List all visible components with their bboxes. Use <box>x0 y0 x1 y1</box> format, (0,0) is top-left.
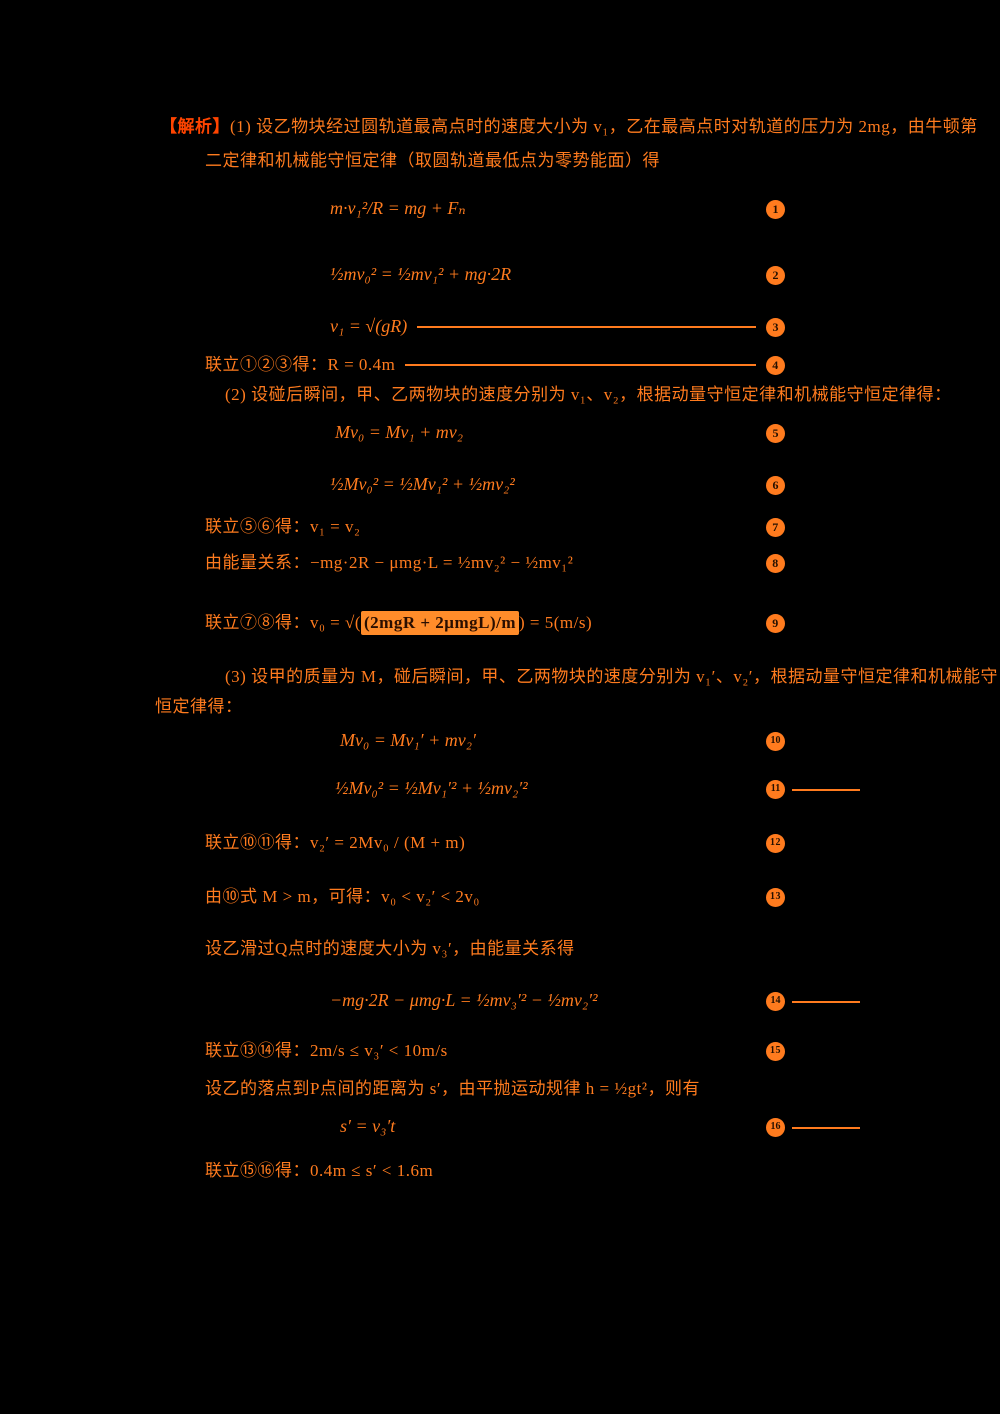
leader-rule <box>417 326 756 328</box>
text-part: 联立⑦⑧得：v₀ = √( <box>205 612 362 632</box>
text-part: 由能量关系：−mg·2R − μmg·L = ½mv₂² − ½mv₁² <box>205 552 574 572</box>
text-part: (1) 设乙物块经过圆轨道最高点时的速度大小为 v₁，乙在最高点时对轨道的压力为… <box>230 116 978 136</box>
equation-line: s′ = v₃′t 16 <box>0 1114 1000 1140</box>
trailing-rule <box>792 1001 860 1003</box>
paragraph-line: 设乙滑过Q点时的速度大小为 v₃′，由能量关系得 <box>0 936 1000 962</box>
text-part: Mv₀ = Mv₁ + mv₂ <box>335 422 464 443</box>
equation-number-badge: 12 <box>766 833 785 853</box>
equation-number-badge: 1 <box>766 199 785 219</box>
equation-number-badge: 6 <box>766 475 785 495</box>
text-part: v₁ = √(gR) <box>330 316 408 337</box>
text-part: 设乙的落点到P点间的距离为 s′，由平抛运动规律 h = ½gt²，则有 <box>205 1078 700 1098</box>
paragraph-line: (2) 设碰后瞬间，甲、乙两物块的速度分别为 v₁、v₂，根据动量守恒定律和机械… <box>0 382 1000 408</box>
equation-line: Mv₀ = Mv₁ + mv₂ 5 <box>0 420 1000 446</box>
equation-number-badge: 7 <box>766 517 785 537</box>
text-part: Mv₀ = Mv₁′ + mv₂′ <box>340 730 476 751</box>
result-line: 联立①②③得：R = 0.4m 4 <box>0 352 1000 378</box>
text-part: 联立⑮⑯得：0.4m ≤ s′ < 1.6m <box>205 1160 434 1180</box>
result-line: 联立⑤⑥得：v₁ = v₂ 7 <box>0 514 1000 540</box>
equation-number-badge: 9 <box>766 613 785 633</box>
trailing-rule <box>792 789 860 791</box>
trailing-rule <box>792 1127 860 1129</box>
text-part: s′ = v₃′t <box>340 1116 396 1137</box>
text-part: m·v₁²/R = mg + Fₙ <box>330 198 466 219</box>
equation-line: m·v₁²/R = mg + Fₙ 1 <box>0 196 1000 222</box>
text-part: 恒定律得： <box>155 696 243 716</box>
highlighted-expression: (2mgR + 2μmgL)/m <box>361 610 519 636</box>
text-part: (2) 设碰后瞬间，甲、乙两物块的速度分别为 v₁、v₂，根据动量守恒定律和机械… <box>225 384 952 404</box>
equation-number-badge: 14 <box>766 991 785 1011</box>
equation-line: ½Mv₀² = ½Mv₁² + ½mv₂² 6 <box>0 472 1000 498</box>
text-part: (3) 设甲的质量为 M，碰后瞬间，甲、乙两物块的速度分别为 v₁′、v₂′，根… <box>225 666 998 686</box>
text-part: ) = 5(m/s) <box>518 612 593 632</box>
equation-line: ½mv₀² = ½mv₁² + mg·2R 2 <box>0 262 1000 288</box>
text-part: ½Mv₀² = ½Mv₁² + ½mv₂² <box>330 474 515 495</box>
text-part: ½mv₀² = ½mv₁² + mg·2R <box>330 264 512 285</box>
paragraph-line: (3) 设甲的质量为 M，碰后瞬间，甲、乙两物块的速度分别为 v₁′、v₂′，根… <box>0 664 1000 690</box>
text-part: 由⑩式 M > m，可得：v₀ < v₂′ < 2v₀ <box>205 886 480 906</box>
equation-number-badge: 15 <box>766 1041 785 1061</box>
equation-number-badge: 10 <box>766 731 785 751</box>
text-part: −mg·2R − μmg·L = ½mv₃′² − ½mv₂′² <box>330 990 598 1011</box>
result-line: 联立⑩⑪得：v₂′ = 2Mv₀ / (M + m) 12 <box>0 830 1000 856</box>
result-line: 联立⑬⑭得：2m/s ≤ v₃′ < 10m/s 15 <box>0 1038 1000 1064</box>
paragraph-line: 设乙的落点到P点间的距离为 s′，由平抛运动规律 h = ½gt²，则有 <box>0 1076 1000 1102</box>
equation-number-badge: 5 <box>766 423 785 443</box>
equation-number-badge: 13 <box>766 887 785 907</box>
paragraph-line: 【解析】 (1) 设乙物块经过圆轨道最高点时的速度大小为 v₁，乙在最高点时对轨道… <box>0 114 1000 140</box>
solution-content: 【解析】 (1) 设乙物块经过圆轨道最高点时的速度大小为 v₁，乙在最高点时对轨道… <box>0 114 1000 1184</box>
paragraph-line: 二定律和机械能守恒定律（取圆轨道最低点为零势能面）得 <box>0 148 1000 174</box>
equation-number-badge: 3 <box>766 317 785 337</box>
result-line: 联立⑦⑧得：v₀ = √((2mgR + 2μmgL)/m) = 5(m/s) 9 <box>0 610 1000 636</box>
equation-number-badge: 8 <box>766 553 785 573</box>
result-line: 联立⑮⑯得：0.4m ≤ s′ < 1.6m <box>0 1158 1000 1184</box>
equation-number-badge: 16 <box>766 1117 785 1137</box>
text-part: 联立⑩⑪得：v₂′ = 2Mv₀ / (M + m) <box>205 832 466 852</box>
text-part: 联立⑬⑭得：2m/s ≤ v₃′ < 10m/s <box>205 1040 448 1060</box>
equation-number-badge: 11 <box>766 779 785 799</box>
text-part: 联立⑤⑥得：v₁ = v₂ <box>205 516 361 536</box>
equation-line: −mg·2R − μmg·L = ½mv₃′² − ½mv₂′² 14 <box>0 988 1000 1014</box>
equation-number-badge: 4 <box>766 355 785 375</box>
analysis-tag: 【解析】 <box>160 116 230 136</box>
text-part: 设乙滑过Q点时的速度大小为 v₃′，由能量关系得 <box>205 938 575 958</box>
paragraph-line: 恒定律得： <box>0 694 1000 720</box>
equation-number-badge: 2 <box>766 265 785 285</box>
text-part: ½Mv₀² = ½Mv₁′² + ½mv₂′² <box>335 778 528 799</box>
leader-rule <box>405 364 756 366</box>
text-part: 联立①②③得：R = 0.4m <box>205 354 396 374</box>
equation-line: Mv₀ = Mv₁′ + mv₂′ 10 <box>0 728 1000 754</box>
result-line: 由能量关系：−mg·2R − μmg·L = ½mv₂² − ½mv₁² 8 <box>0 550 1000 576</box>
equation-line: ½Mv₀² = ½Mv₁′² + ½mv₂′² 11 <box>0 776 1000 802</box>
text-part: 二定律和机械能守恒定律（取圆轨道最低点为零势能面）得 <box>205 150 660 170</box>
result-line: 由⑩式 M > m，可得：v₀ < v₂′ < 2v₀ 13 <box>0 884 1000 910</box>
equation-line: v₁ = √(gR) 3 <box>0 314 1000 340</box>
